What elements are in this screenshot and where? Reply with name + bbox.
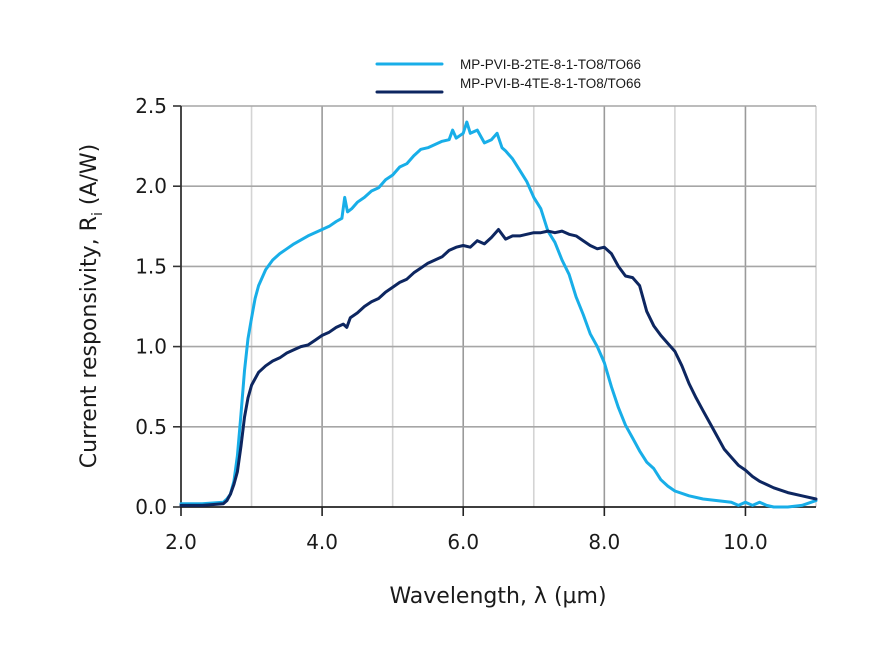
series-line-4te xyxy=(179,228,818,507)
y-tick-label: 2.0 xyxy=(135,174,167,198)
y-axis-title-subscript: i xyxy=(90,212,106,216)
y-axis-title-main: Current responsivity, R xyxy=(77,216,102,468)
y-tick-label: 0.0 xyxy=(135,495,167,519)
x-tick-label: 10.0 xyxy=(723,530,768,554)
y-tick-label: 1.5 xyxy=(135,254,167,278)
x-tick-label: 6.0 xyxy=(447,530,479,554)
x-tick-label: 2.0 xyxy=(165,530,197,554)
x-tick-label: 4.0 xyxy=(306,530,338,554)
legend-label-2te: MP-PVI-B-2TE-8-1-TO8/TO66 xyxy=(460,57,641,72)
x-tick-label: 8.0 xyxy=(588,530,620,554)
y-tick-labels: 0.0 0.5 1.0 1.5 2.0 2.5 xyxy=(135,94,167,519)
y-tick-label: 0.5 xyxy=(135,415,167,439)
legend: MP-PVI-B-2TE-8-1-TO8/TO66 MP-PVI-B-4TE-8… xyxy=(375,57,641,94)
gridlines xyxy=(181,105,817,507)
series-line-2te xyxy=(179,120,818,509)
x-axis-title: Wavelength, λ (µm) xyxy=(389,584,606,609)
x-tick-labels: 2.0 4.0 6.0 8.0 10.0 xyxy=(165,530,768,554)
y-axis-title: Current responsivity, Ri (A/W) xyxy=(77,144,106,468)
y-tick-label: 1.0 xyxy=(135,335,167,359)
axes xyxy=(173,105,816,516)
series-layer xyxy=(179,120,818,509)
legend-label-4te: MP-PVI-B-4TE-8-1-TO8/TO66 xyxy=(460,76,641,91)
y-tick-label: 2.5 xyxy=(135,94,167,118)
y-axis-title-unit: (A/W) xyxy=(77,144,102,212)
